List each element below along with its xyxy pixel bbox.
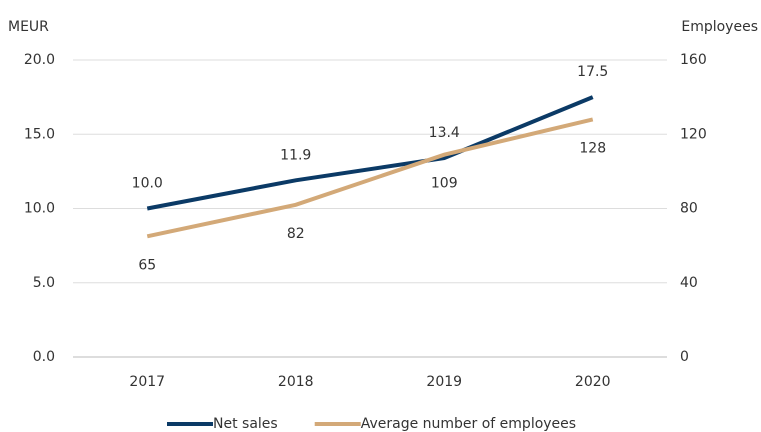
legend-label: Net sales: [213, 416, 278, 432]
legend-label: Average number of employees: [361, 416, 576, 432]
data-label: 65: [138, 257, 156, 273]
y2-tick-label: 40: [680, 275, 698, 291]
x-tick-label: 2018: [278, 374, 314, 390]
data-label: 17.5: [577, 64, 608, 80]
data-label: 109: [431, 176, 458, 192]
x-tick-label: 2017: [129, 374, 165, 390]
y2-tick-label: 0: [680, 349, 689, 365]
y-tick-label: 0.0: [33, 349, 55, 365]
y-tick-label: 20.0: [24, 52, 55, 68]
y2-axis-title: Employees: [681, 19, 758, 35]
y-tick-label: 10.0: [24, 201, 55, 217]
y-tick-label: 5.0: [33, 275, 55, 291]
y-axis-title: MEUR: [8, 19, 49, 35]
data-label: 11.9: [280, 147, 311, 163]
x-tick-label: 2020: [575, 374, 611, 390]
y2-tick-label: 120: [680, 126, 707, 142]
data-label: 13.4: [429, 125, 460, 141]
line: [146, 117, 594, 239]
data-label: 82: [287, 226, 305, 242]
x-tick-label: 2019: [426, 374, 462, 390]
y2-tick-label: 160: [680, 52, 707, 68]
data-label: 128: [579, 140, 606, 156]
line: [146, 95, 594, 211]
y-tick-label: 15.0: [24, 126, 55, 142]
y2-tick-label: 80: [680, 201, 698, 217]
data-label: 10.0: [132, 176, 163, 192]
